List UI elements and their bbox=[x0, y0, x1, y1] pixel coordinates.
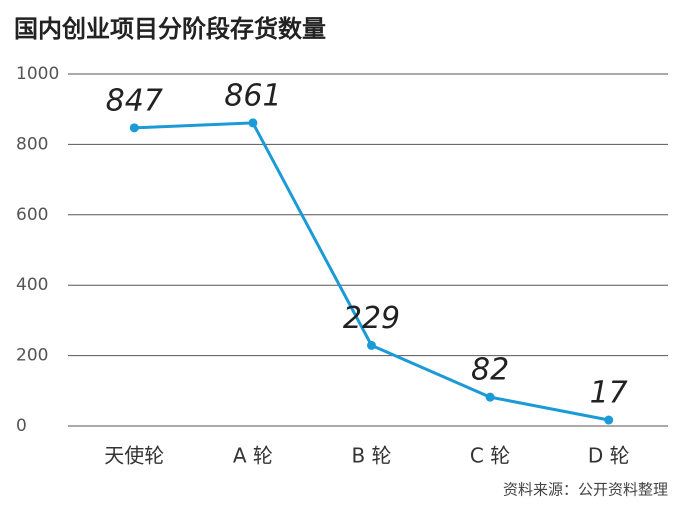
data-point bbox=[129, 123, 139, 133]
y-tick-label: 1000 bbox=[16, 64, 59, 84]
data-label: 82 bbox=[471, 353, 509, 388]
data-line bbox=[134, 121, 609, 422]
x-tick-label: C 轮 bbox=[470, 444, 510, 468]
data-point bbox=[367, 340, 376, 350]
source-note: 资料来源：公开资料整理 bbox=[503, 481, 668, 499]
x-tick-label: D 轮 bbox=[588, 444, 630, 468]
x-tick-label: A 轮 bbox=[233, 444, 273, 468]
y-tick-label: 200 bbox=[16, 346, 48, 366]
data-label: 17 bbox=[590, 376, 628, 411]
chart-title: 国内创业项目分阶段存货数量 bbox=[14, 15, 326, 43]
x-tick-label: 天使轮 bbox=[104, 444, 164, 468]
data-label: 229 bbox=[343, 301, 400, 336]
y-tick-label: 0 bbox=[16, 416, 27, 436]
y-tick-label: 800 bbox=[16, 134, 48, 154]
data-label: 847 bbox=[106, 83, 163, 118]
x-tick-label: B 轮 bbox=[351, 444, 391, 468]
data-point bbox=[248, 118, 258, 128]
data-label: 861 bbox=[224, 78, 281, 113]
y-tick-label: 400 bbox=[16, 275, 48, 295]
y-tick-label: 600 bbox=[16, 205, 48, 225]
data-point bbox=[604, 415, 614, 425]
data-point bbox=[485, 392, 495, 402]
